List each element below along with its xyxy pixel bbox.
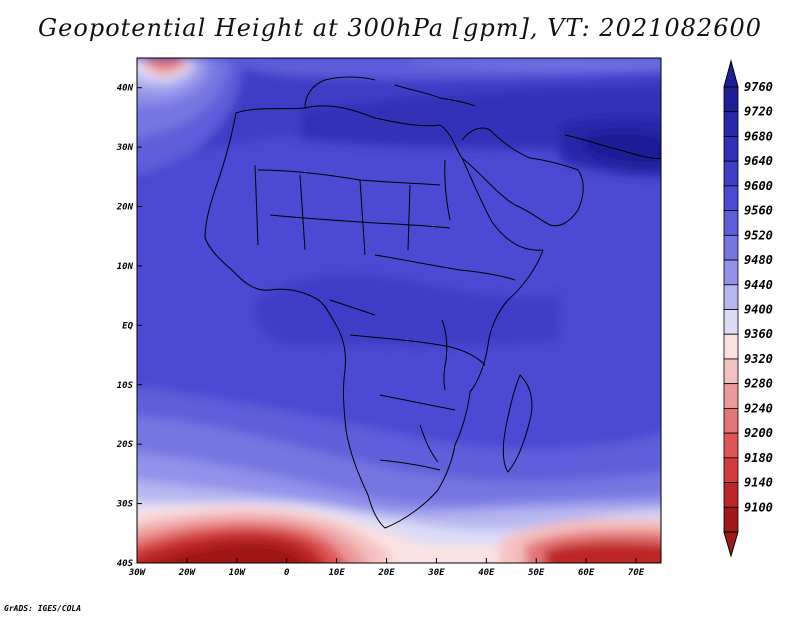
lon-tick-label: 40E: [478, 568, 495, 578]
lon-tick-label: 0: [284, 568, 290, 578]
colorbar-swatch: [723, 358, 739, 385]
lon-tick-label: 10W: [229, 568, 247, 578]
map-frame: [136, 57, 662, 564]
colorbar-swatch: [723, 160, 739, 187]
colorbar-level-label: 9100: [744, 500, 773, 514]
colorbar-level-label: 9760: [744, 80, 773, 94]
lat-tick-label: 20S: [116, 440, 134, 450]
lat-tick-label: 10S: [117, 381, 134, 391]
lon-tick-label: 30E: [427, 568, 445, 578]
colorbar-swatch: [723, 234, 739, 261]
colorbar-swatch: [723, 383, 739, 409]
lat-tick-label: 30S: [116, 500, 134, 510]
colorbar-top-arrow: [723, 59, 739, 88]
colorbar-swatch: [723, 111, 739, 137]
lon-tick-label: 10E: [328, 568, 345, 578]
lon-tick-label: 70E: [628, 568, 645, 578]
lat-tick-label: 20N: [116, 203, 134, 213]
colorbar-swatch: [723, 333, 739, 360]
colorbar-level-label: 9140: [744, 476, 773, 490]
lon-tick-label: 20E: [377, 568, 395, 578]
lon-tick-label: 50E: [528, 568, 545, 578]
colorbar-level-label: 9200: [744, 426, 773, 440]
colorbar-swatch: [723, 210, 739, 236]
colorbar-swatch: [723, 457, 739, 483]
colorbar-level-label: 9560: [744, 204, 773, 218]
lat-tick-label: 40N: [117, 84, 134, 94]
colorbar-level-label: 9400: [744, 303, 773, 317]
coastlines: [204, 76, 661, 529]
lon-tick-label: 60E: [578, 568, 595, 578]
lon-tick-label: 30W: [128, 568, 147, 578]
colorbar-level-label: 9480: [744, 253, 773, 267]
colorbar-swatch: [723, 185, 739, 212]
lat-tick-label: 30N: [116, 143, 134, 153]
colorbar-level-label: 9180: [744, 451, 773, 465]
colorbar-level-label: 9320: [744, 352, 773, 366]
colorbar-swatch: [723, 482, 739, 508]
lon-tick-label: 20W: [178, 568, 197, 578]
colorbar-level-label: 9240: [744, 401, 773, 415]
colorbar-level-label: 9440: [744, 278, 773, 292]
colorbar-swatch: [723, 432, 739, 459]
height-field: [137, 58, 661, 563]
colorbar-swatch: [723, 136, 739, 162]
colorbar-swatch: [723, 506, 739, 533]
colorbar-level-label: 9360: [744, 327, 773, 341]
lat-tick-label: 40S: [117, 559, 134, 569]
credit-label: GrADS: IGES/COLA: [4, 604, 82, 613]
colorbar-swatch: [723, 309, 739, 335]
colorbar-swatch: [723, 407, 739, 434]
colorbar-level-label: 9520: [744, 228, 773, 242]
latitude-axis: 40N 30N 20N 10N EQ 10S 20S 30S 40S: [116, 84, 142, 569]
colorbar-swatch: [723, 259, 739, 286]
colorbar-level-label: 9720: [744, 105, 773, 119]
colorbar-level-label: 9640: [744, 154, 773, 168]
colorbar-level-label: 9600: [744, 179, 773, 193]
colorbar-swatch: [723, 86, 739, 113]
colorbar-swatch: [723, 284, 739, 310]
colorbar-level-label: 9280: [744, 377, 773, 391]
map-title: Geopotential Height at 300hPa [gpm], VT:…: [38, 14, 762, 42]
lat-tick-label: EQ: [122, 321, 133, 331]
longitude-axis: 30W 20W 10W 0 10E 20E 30E 40E 50E 60E 70E: [128, 558, 645, 578]
colorbar-level-label: 9680: [744, 129, 773, 143]
colorbar: 9760 9720 9680 9640 9600 9560 9520 9480 9440 9400…: [723, 59, 773, 558]
lat-tick-label: 10N: [117, 262, 134, 272]
colorbar-bottom-arrow: [723, 531, 739, 558]
